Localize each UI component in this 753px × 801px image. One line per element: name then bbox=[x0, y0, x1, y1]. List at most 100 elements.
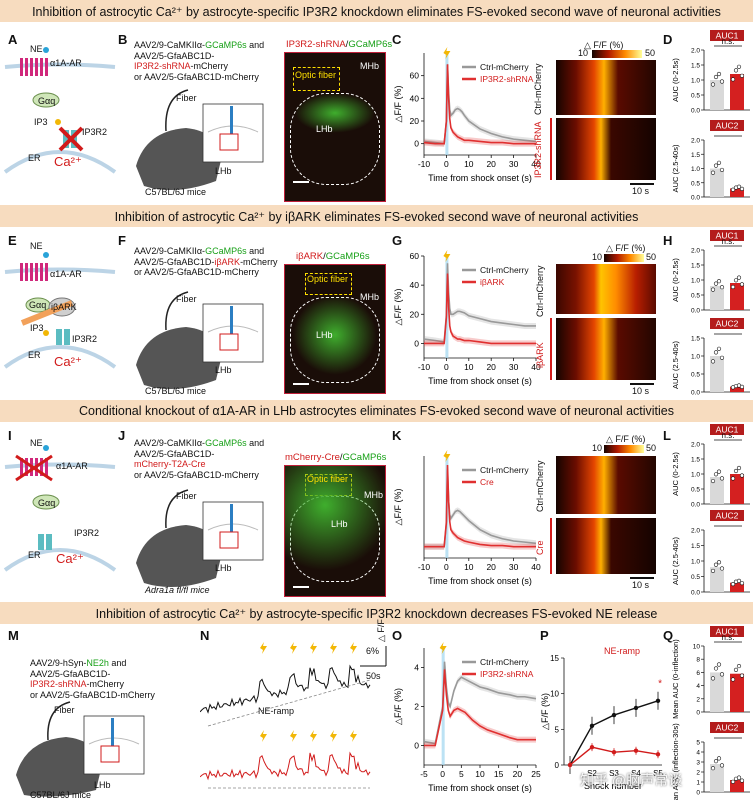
ip3r2-channel-icon bbox=[56, 329, 62, 345]
label-lhb-micrograph-j: LHb bbox=[331, 519, 348, 529]
y-axis-label: AUC (2.5-40s) bbox=[671, 341, 680, 389]
data-point bbox=[736, 64, 742, 69]
y-tick-label: 0 bbox=[414, 338, 419, 348]
label-mice-b: C57BL/6J mice bbox=[145, 187, 207, 197]
colorbar-max-c: 50 bbox=[645, 48, 656, 58]
schematic-a bbox=[3, 47, 117, 174]
data-point bbox=[710, 676, 716, 681]
y-tick-label: 0.5 bbox=[691, 180, 700, 187]
auc-title: AUC1 bbox=[716, 425, 739, 435]
label-scale-50s: 50s bbox=[366, 671, 381, 681]
y-tick-label: 10 bbox=[550, 690, 559, 699]
legend-label: iβARK bbox=[480, 277, 505, 287]
ip3-molecule-icon bbox=[43, 330, 49, 336]
y-tick-label: 15 bbox=[550, 654, 559, 663]
legend-label: Ctrl-mCherry bbox=[480, 62, 529, 72]
data-point bbox=[736, 578, 742, 583]
cross-icon bbox=[58, 126, 84, 152]
y-tick-label: 0 bbox=[414, 741, 419, 751]
chart-g: -10 0 10 20 30 40 0 20 40 60 Time from shock onset… bbox=[393, 250, 541, 386]
x-tick-label: 10 bbox=[475, 769, 485, 779]
x-tick-label: 15 bbox=[494, 769, 504, 779]
x-tick-label: 30 bbox=[509, 159, 519, 169]
auc-title-box bbox=[710, 722, 744, 733]
label-ca-a: Ca²⁺ bbox=[54, 154, 82, 169]
bar bbox=[710, 286, 724, 310]
heatmap-ctrl-g bbox=[556, 264, 656, 314]
gaq-icon bbox=[32, 92, 60, 108]
panel-letter-e: E bbox=[8, 233, 17, 248]
data-point bbox=[719, 355, 725, 360]
heatmap-ctrl-c bbox=[556, 60, 656, 115]
label-ibark-e: iβARK bbox=[51, 302, 77, 312]
auc-title-box bbox=[710, 230, 744, 241]
auc-title-box bbox=[710, 318, 744, 329]
y-tick-label: 1.5 bbox=[691, 336, 700, 343]
bar bbox=[730, 188, 744, 197]
label-optic-fiber-j: Optic fiber bbox=[307, 474, 349, 484]
cell-membrane bbox=[4, 462, 116, 469]
x-tick-label: 20 bbox=[486, 159, 496, 169]
y-axis-label: Mean AUC (0-inflection) bbox=[671, 639, 680, 719]
data-point bbox=[589, 723, 595, 728]
micrograph-title-b: IP3R2-shRNA/GCaMP6s bbox=[286, 39, 393, 50]
y-tick-label: 1.5 bbox=[691, 263, 700, 270]
label-lhb-b: LHb bbox=[215, 166, 232, 176]
label-ne-e: NE bbox=[30, 241, 43, 251]
lightning-icon bbox=[310, 730, 317, 742]
scale-label-10s-g: 10 s bbox=[632, 386, 650, 396]
x-tick-label: 0 bbox=[444, 362, 449, 372]
data-point bbox=[719, 79, 725, 84]
ne-molecule-icon bbox=[43, 47, 49, 53]
lightning-icon bbox=[350, 642, 357, 654]
data-point bbox=[713, 666, 719, 671]
label-fiber-b: Fiber bbox=[176, 93, 197, 103]
watermark: 知乎 @脑声常谈 bbox=[580, 772, 683, 788]
significance-label: n.s. bbox=[722, 431, 735, 440]
legend-label: Ctrl-mCherry bbox=[480, 657, 529, 667]
label-fiber-f: Fiber bbox=[176, 294, 197, 304]
label-ne-i: NE bbox=[30, 438, 43, 448]
data-point bbox=[730, 77, 736, 82]
data-point bbox=[710, 82, 716, 87]
label-optic-fiber-f: Optic fiber bbox=[307, 274, 349, 284]
surgery-drawing-f bbox=[136, 291, 264, 389]
x-tick-label: 5 bbox=[459, 769, 464, 779]
bar-chart-l-auc2: AUC2* 0.0 0.5 1.0 1.5 2.0 AUC (2.5-40s) bbox=[671, 510, 750, 597]
data-point bbox=[736, 184, 742, 189]
schematic-e bbox=[3, 252, 117, 369]
x-tick-label: 0 bbox=[444, 159, 449, 169]
micrograph-b bbox=[284, 52, 386, 202]
mouse-head-icon bbox=[136, 327, 222, 389]
heatmap-label-ip3r2-c: IP3R2-shRNA bbox=[533, 121, 543, 178]
mouse-head-icon bbox=[136, 128, 222, 190]
data-point bbox=[730, 284, 736, 290]
colorbar-title-k: △ F/F (%) bbox=[606, 434, 646, 444]
bar bbox=[710, 80, 724, 110]
row-title-3: Conditional knockout of α1A-AR in LHb as… bbox=[0, 400, 753, 422]
data-point bbox=[589, 744, 595, 750]
data-point bbox=[633, 705, 639, 711]
heatmap-ip3r2-c bbox=[556, 118, 656, 180]
data-point bbox=[719, 476, 725, 481]
data-point bbox=[719, 763, 725, 768]
label-scale-unit: △ F/F bbox=[376, 619, 386, 642]
y-tick-label: 0.5 bbox=[691, 487, 700, 494]
mouse-head-icon bbox=[136, 525, 222, 587]
label-ip3r2-a: IP3R2 bbox=[82, 127, 108, 137]
y-tick-label: 20 bbox=[410, 116, 420, 126]
virus-text-m: AAV2/9-hSyn-NE2h and AAV2/5-GfaABC1D- IP… bbox=[30, 658, 155, 700]
y-tick-label: 1.5 bbox=[691, 457, 700, 464]
gaq-icon bbox=[32, 494, 60, 510]
label-ca-e: Ca²⁺ bbox=[54, 354, 82, 369]
bar bbox=[730, 386, 744, 392]
scale-bar bbox=[293, 383, 309, 385]
er-membrane bbox=[3, 150, 117, 174]
bar bbox=[710, 672, 724, 712]
label-gaq-a: Gαq bbox=[38, 96, 56, 106]
data-point bbox=[710, 170, 716, 175]
lightning-icon bbox=[439, 642, 447, 654]
series-line bbox=[424, 669, 536, 747]
chart-title: NE-ramp bbox=[604, 646, 640, 656]
